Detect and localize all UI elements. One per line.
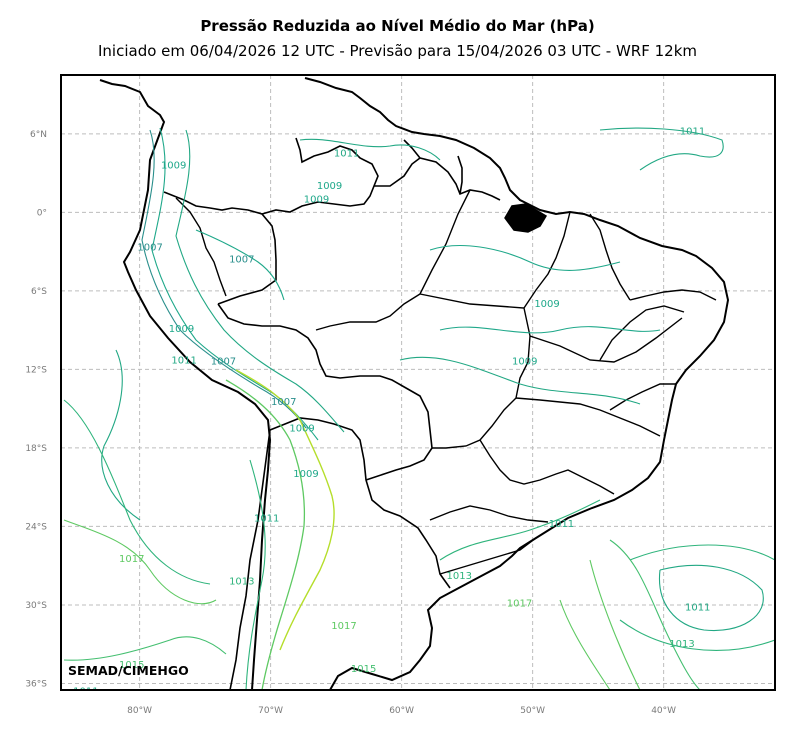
contour-1009-andes-west <box>151 127 319 441</box>
contour-andes-high <box>235 369 335 651</box>
contour-label: 1009 <box>161 160 186 171</box>
x-tick-label: 60°W <box>389 706 414 716</box>
contour-1009-brazil <box>429 245 661 334</box>
contour-1013-south <box>245 459 266 690</box>
contour-label: 1009 <box>534 299 559 310</box>
y-tick-label: 18°S <box>25 444 47 454</box>
y-tick-label: 36°S <box>25 679 47 689</box>
contour-label: 1009 <box>512 357 537 368</box>
x-tick-label: 50°W <box>520 706 545 716</box>
contour-1009-colombia <box>195 229 285 301</box>
marajo-island <box>504 203 548 233</box>
contour-label: 1007 <box>211 357 236 368</box>
contour-label: 1009 <box>317 181 342 192</box>
contour-label: 1011 <box>73 686 98 697</box>
contour-label: 1007 <box>137 243 162 254</box>
map-title: Pressão Reduzida ao Nível Médio do Mar (… <box>200 17 595 35</box>
y-tick-label: 30°S <box>25 601 47 611</box>
contour-label: 1017 <box>119 554 144 565</box>
pressure-contours <box>63 127 775 690</box>
contour-label: 1007 <box>229 255 254 266</box>
south-america-coastline <box>99 77 730 690</box>
andes-border <box>175 197 227 297</box>
contour-label: 1009 <box>169 324 194 335</box>
contour-label: 1009 <box>293 469 318 480</box>
contour-label: 1015 <box>351 664 376 675</box>
credit-label: SEMAD/CIMEHGO <box>68 663 189 678</box>
contour-andes-mid <box>225 379 306 690</box>
contour-label: 1009 <box>289 423 314 434</box>
contour-1017-atlantic <box>559 559 641 690</box>
contour-1011-atlantic-north <box>599 127 724 171</box>
contour-1011-pacific <box>101 349 141 521</box>
contour-label: 1017 <box>331 621 356 632</box>
map-frame <box>60 74 776 691</box>
latitude-tick-labels: 6°N 0° 6°S 12°S 18°S 24°S 30°S 36°S <box>25 130 47 690</box>
contour-1013-southeast <box>439 499 601 561</box>
map-subtitle: Iniciado em 06/04/2026 12 UTC - Previsão… <box>97 42 698 60</box>
contour-1013-atlantic <box>619 544 775 651</box>
y-tick-label: 6°S <box>31 287 47 297</box>
contour-label: 1009 <box>304 194 329 205</box>
x-tick-label: 40°W <box>651 706 676 716</box>
contour-1007-andes <box>141 129 307 429</box>
contour-labels: 1011 1011 1009 1009 1009 1007 1007 1009 1009 1011… <box>73 126 710 697</box>
contour-1011-andes-east <box>175 129 345 433</box>
contour-label: 1013 <box>447 571 472 582</box>
contour-1017-pacific <box>63 519 217 605</box>
contour-1011-venezuela <box>299 138 441 161</box>
contour-1015-atlantic <box>609 539 701 690</box>
contour-label: 1011 <box>254 514 279 525</box>
contour-label: 1007 <box>271 397 296 408</box>
map-layers: 1011 1011 1009 1009 1009 1007 1007 1009 1009 1011… <box>63 77 775 697</box>
contour-label: 1013 <box>229 576 254 587</box>
contour-1011-brazil <box>399 356 641 405</box>
y-tick-label: 24°S <box>25 522 47 532</box>
state-borders <box>315 189 717 575</box>
contour-label: 1011 <box>171 355 196 366</box>
x-tick-label: 80°W <box>127 706 152 716</box>
contour-label: 1017 <box>507 599 532 610</box>
longitude-tick-labels: 80°W 70°W 60°W 50°W 40°W <box>127 706 676 716</box>
contour-label: 1011 <box>680 126 705 137</box>
contour-label: 1013 <box>669 639 694 650</box>
country-borders <box>163 137 501 690</box>
x-tick-label: 70°W <box>258 706 283 716</box>
contour-1011-atlantic-low <box>658 564 764 632</box>
contour-1013-pacific <box>63 399 211 585</box>
contour-label: 1011 <box>685 603 710 614</box>
y-tick-label: 6°N <box>30 130 47 140</box>
y-tick-label: 12°S <box>25 365 47 375</box>
contour-label: 1011 <box>334 149 359 160</box>
contour-label: 1011 <box>549 519 574 530</box>
contour-1015-pacific <box>63 636 227 661</box>
y-tick-label: 0° <box>37 208 47 218</box>
contour-label: 1015 <box>119 660 144 671</box>
